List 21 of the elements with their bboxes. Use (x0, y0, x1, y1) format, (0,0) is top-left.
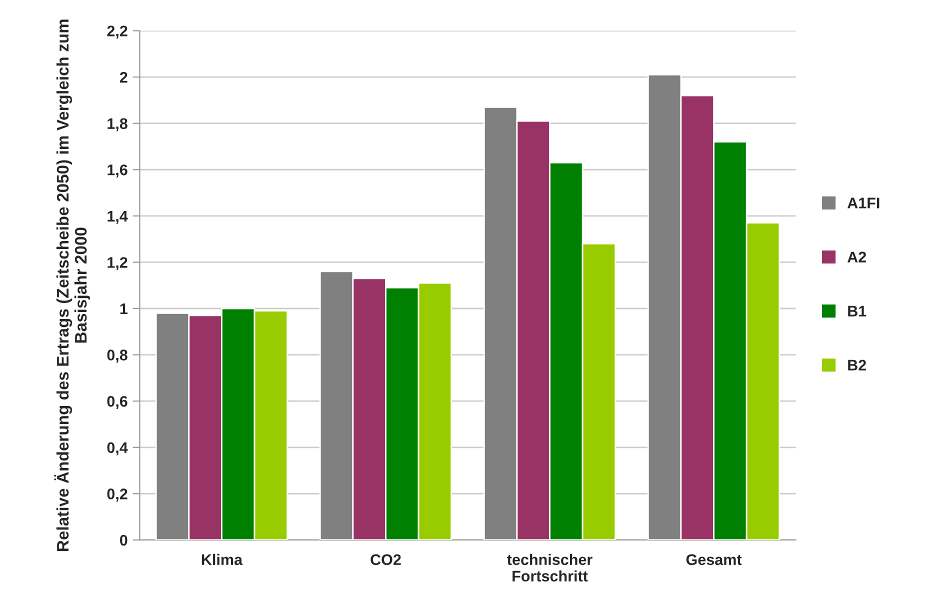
x-tick-label: CO2 (370, 554, 401, 566)
legend-label: B1 (848, 306, 866, 316)
y-tick-label: 1,6 (108, 164, 128, 178)
legend-label: A1FI (847, 198, 880, 208)
y-tick-label: 0 (120, 534, 128, 546)
y-tick-label: 0,4 (107, 442, 128, 456)
y-tick-label: 1,8 (108, 118, 128, 132)
y-tick-label: 2,2 (107, 26, 128, 39)
y-tick-label: 1 (120, 304, 128, 314)
y-tick-label: 0,8 (107, 350, 128, 363)
y-axis-title: Relative Änderung des Ertrags (Zeitscheibe 2050) im Vergleich zum Basisjahr 2000 (54, 20, 90, 551)
x-tick-label: Gesamt (686, 554, 742, 566)
legend-label: B2 (848, 360, 866, 370)
y-tick-label: 2 (120, 72, 128, 83)
y-tick-label: 1,2 (108, 257, 128, 270)
x-tick-label: technischer Fortschritt (507, 554, 592, 582)
y-tick-label: 0,6 (107, 396, 128, 409)
x-tick-label: Klima (202, 554, 243, 566)
y-tick-label: 0,2 (107, 488, 128, 502)
legend-label: A2 (847, 252, 866, 262)
y-tick-label: 1,4 (108, 210, 128, 224)
